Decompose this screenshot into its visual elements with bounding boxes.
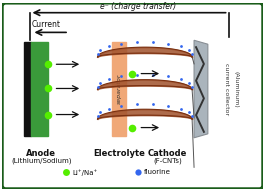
Text: Li⁺/Na⁺: Li⁺/Na⁺ <box>72 169 97 176</box>
Bar <box>24 42 30 136</box>
Text: Anode: Anode <box>26 149 56 158</box>
Text: (Aluminum): (Aluminum) <box>234 71 239 108</box>
Text: Electrolyte: Electrolyte <box>93 149 145 158</box>
Text: e⁻ (charge transfer): e⁻ (charge transfer) <box>100 2 176 11</box>
Text: separator: separator <box>117 73 122 104</box>
FancyBboxPatch shape <box>2 3 263 189</box>
Bar <box>30 42 48 136</box>
Bar <box>112 42 126 136</box>
Text: fluorine: fluorine <box>144 169 171 175</box>
Text: (Lithium/Sodium): (Lithium/Sodium) <box>11 157 72 164</box>
Text: current collector: current collector <box>224 64 229 116</box>
Text: Cathode: Cathode <box>148 149 187 158</box>
Text: (F-CNTs): (F-CNTs) <box>153 157 182 164</box>
Polygon shape <box>194 40 208 138</box>
Text: Current: Current <box>32 20 60 29</box>
